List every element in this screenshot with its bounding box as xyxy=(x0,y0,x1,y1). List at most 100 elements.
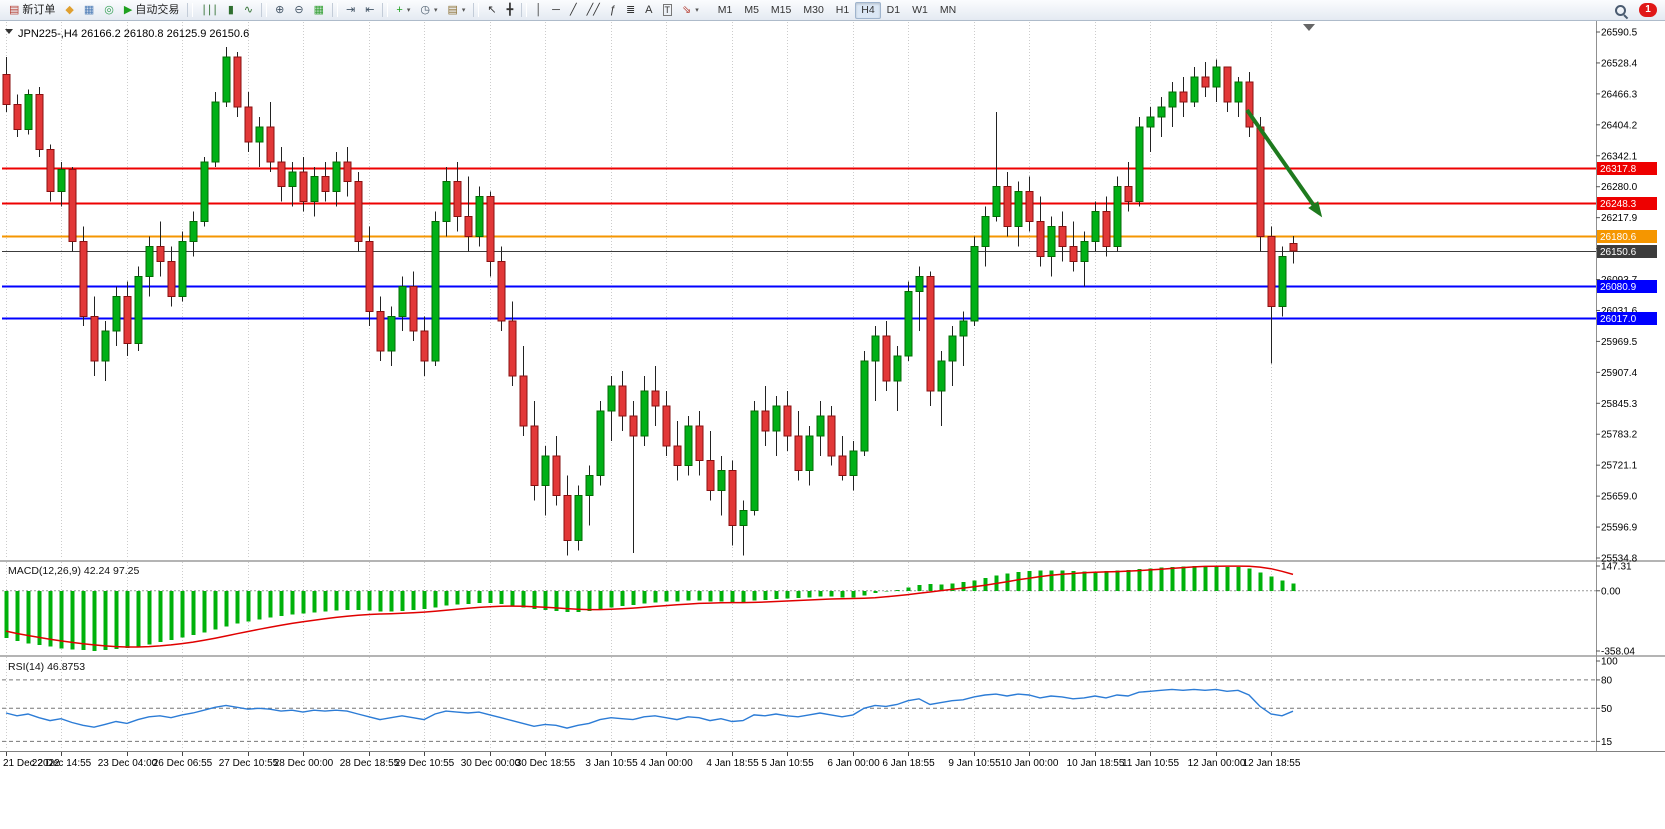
timeframe-button-mn[interactable]: MN xyxy=(934,2,962,19)
svg-text:3 Jan 10:55: 3 Jan 10:55 xyxy=(585,758,638,769)
zoom-out-icon: ⊖ xyxy=(294,3,304,16)
zoom-out-button[interactable]: ⊖ xyxy=(289,2,308,19)
chart-shift-icon: ⇤ xyxy=(365,3,375,16)
tile-windows-icon: ▦ xyxy=(313,3,324,16)
crosshair-button[interactable]: ╋ xyxy=(502,2,519,19)
toolbar-separator xyxy=(382,3,389,17)
tile-windows-button[interactable]: ▦ xyxy=(309,2,329,19)
timeframe-button-d1[interactable]: D1 xyxy=(881,2,906,19)
svg-text:25721.1: 25721.1 xyxy=(1601,461,1638,472)
timeframe-button-m5[interactable]: M5 xyxy=(738,2,765,19)
time-gridlines xyxy=(6,22,1272,750)
data-window-button[interactable]: ▦ xyxy=(79,2,99,19)
arrows-button[interactable]: ⇘ ▾ xyxy=(677,2,704,19)
zoom-in-button[interactable]: ⊕ xyxy=(270,2,289,19)
line-chart-icon: ∿ xyxy=(243,3,254,16)
levels-icon: ≣ xyxy=(625,3,636,16)
svg-text:10 Jan 00:00: 10 Jan 00:00 xyxy=(1001,758,1059,769)
svg-text:50: 50 xyxy=(1601,704,1613,715)
svg-text:12 Jan 18:55: 12 Jan 18:55 xyxy=(1243,758,1301,769)
dropdown-caret-icon: ▾ xyxy=(695,6,699,14)
search-button[interactable] xyxy=(1609,2,1632,19)
timeframe-button-m30[interactable]: M30 xyxy=(797,2,829,19)
svg-text:25907.4: 25907.4 xyxy=(1601,368,1638,379)
metaeditor-icon: ◆ xyxy=(65,3,74,16)
timeframe-button-w1[interactable]: W1 xyxy=(906,2,934,19)
autotrading-button[interactable]: ▶ 自动交易 xyxy=(119,2,184,19)
indicators-icon: + xyxy=(396,3,403,16)
equidistant-channel-icon: ╱╱ xyxy=(586,3,600,16)
svg-text:27 Dec 10:55: 27 Dec 10:55 xyxy=(219,758,279,769)
new-order-button[interactable]: ▤ 新订单 xyxy=(4,2,60,19)
dropdown-caret-icon: ▾ xyxy=(461,6,466,14)
svg-text:4 Jan 00:00: 4 Jan 00:00 xyxy=(640,758,693,769)
svg-text:15: 15 xyxy=(1601,737,1613,748)
svg-text:26248.3: 26248.3 xyxy=(1600,199,1637,210)
toolbar-separator xyxy=(473,3,480,17)
main-toolbar: ▤ 新订单 ◆ ▦ ◎ ▶ 自动交易 ∣∣∣ ▮ ∿ ⊕ ⊖ ▦ ⇥ ⇤ + ▾ ◷ ▾ ▤ ▾ ↖ ╋ │ ─ ╱ ╱╱ ƒ ≣ A T ⇘… xyxy=(0,0,1665,21)
vertical-line-icon: │ xyxy=(535,3,543,16)
cursor-button[interactable]: ↖ xyxy=(482,2,501,19)
chart-title: JPN225-,H4 26166.2 26180.8 26125.9 26150… xyxy=(5,28,249,40)
rsi-line xyxy=(5,688,1294,729)
fibonacci-icon: ƒ xyxy=(609,3,616,16)
svg-text:22 Dec 14:55: 22 Dec 14:55 xyxy=(32,758,92,769)
timeframe-button-m1[interactable]: M1 xyxy=(712,2,739,19)
horizontal-line-button[interactable]: ─ xyxy=(547,2,565,19)
rsi-label: RSI(14) 46.8753 xyxy=(8,661,85,673)
svg-text:147.31: 147.31 xyxy=(1601,562,1632,573)
price-level-lines[interactable]: 26317.8 26248.3 26180.6 26150.6 26080.9 26017… xyxy=(2,162,1657,325)
text-label-icon: T xyxy=(662,4,672,16)
chart-canvas[interactable]: 26590.5 26528.4 26466.3 26404.2 26342.1 26280… xyxy=(0,21,1665,829)
symbol-title: JPN225-,H4 26166.2 26180.8 26125.9 26150… xyxy=(18,28,249,40)
text-label-button[interactable]: T xyxy=(658,2,678,19)
svg-text:25659.0: 25659.0 xyxy=(1601,492,1638,503)
svg-text:26528.4: 26528.4 xyxy=(1601,58,1638,69)
price-tag xyxy=(1597,312,1657,325)
text-button[interactable]: A xyxy=(640,2,657,19)
fibonacci-button[interactable]: ƒ xyxy=(605,2,621,19)
svg-text:6 Jan 00:00: 6 Jan 00:00 xyxy=(827,758,880,769)
one-click-trading-toggle[interactable] xyxy=(5,29,13,34)
svg-text:9 Jan 10:55: 9 Jan 10:55 xyxy=(948,758,1001,769)
dropdown-caret-icon: ▾ xyxy=(433,6,438,14)
notification-badge[interactable]: 1 xyxy=(1639,3,1657,17)
periods-button[interactable]: ◷ ▾ xyxy=(415,2,442,19)
svg-text:26180.6: 26180.6 xyxy=(1600,232,1637,243)
candles xyxy=(2,47,1298,556)
auto-scroll-button[interactable]: ⇥ xyxy=(341,2,360,19)
svg-text:21 Dec 2022: 21 Dec 2022 xyxy=(3,758,60,769)
chart-shift-button[interactable]: ⇤ xyxy=(360,2,379,19)
vertical-line-button[interactable]: │ xyxy=(530,2,547,19)
toolbar-right: 1 xyxy=(1609,2,1661,19)
candlestick-chart-button[interactable]: ▮ xyxy=(223,2,239,19)
indicators-button[interactable]: + ▾ xyxy=(391,2,415,19)
timeframe-toolbar: M1 M5 M15 M30 H1 H4 D1 W1 MN xyxy=(712,1,962,19)
metaeditor-button[interactable]: ◆ xyxy=(60,2,78,19)
trendline-button[interactable]: ╱ xyxy=(565,2,582,19)
templates-button[interactable]: ▤ ▾ xyxy=(443,2,471,19)
equidistant-channel-button[interactable]: ╱╱ xyxy=(582,2,605,19)
svg-text:-358.04: -358.04 xyxy=(1601,647,1635,658)
macd-signal-line xyxy=(5,565,1294,648)
autotrading-button-label: 自动交易 xyxy=(135,3,180,16)
svg-text:30 Dec 18:55: 30 Dec 18:55 xyxy=(516,758,576,769)
svg-text:23 Dec 04:00: 23 Dec 04:00 xyxy=(98,758,158,769)
trendline-icon: ╱ xyxy=(569,3,577,16)
svg-text:29 Dec 10:55: 29 Dec 10:55 xyxy=(395,758,455,769)
levels-button[interactable]: ≣ xyxy=(621,2,640,19)
bar-chart-button[interactable]: ∣∣∣ xyxy=(196,2,223,19)
timeframe-button-m15[interactable]: M15 xyxy=(765,2,797,19)
search-icon xyxy=(1614,4,1627,17)
timeframe-button-h4[interactable]: H4 xyxy=(855,1,881,19)
text-icon: A xyxy=(645,3,653,16)
trend-arrow-annotation[interactable] xyxy=(1245,108,1323,218)
macd-label: MACD(12,26,9) 42.24 97.25 xyxy=(8,565,139,577)
navigator-button[interactable]: ◎ xyxy=(99,2,119,19)
svg-text:12 Jan 00:00: 12 Jan 00:00 xyxy=(1188,758,1246,769)
svg-text:26031.6: 26031.6 xyxy=(1601,306,1638,317)
data-window-icon: ▦ xyxy=(83,3,95,16)
timeframe-button-h1[interactable]: H1 xyxy=(830,2,855,19)
line-chart-button[interactable]: ∿ xyxy=(239,2,258,19)
svg-text:26404.2: 26404.2 xyxy=(1601,120,1638,131)
